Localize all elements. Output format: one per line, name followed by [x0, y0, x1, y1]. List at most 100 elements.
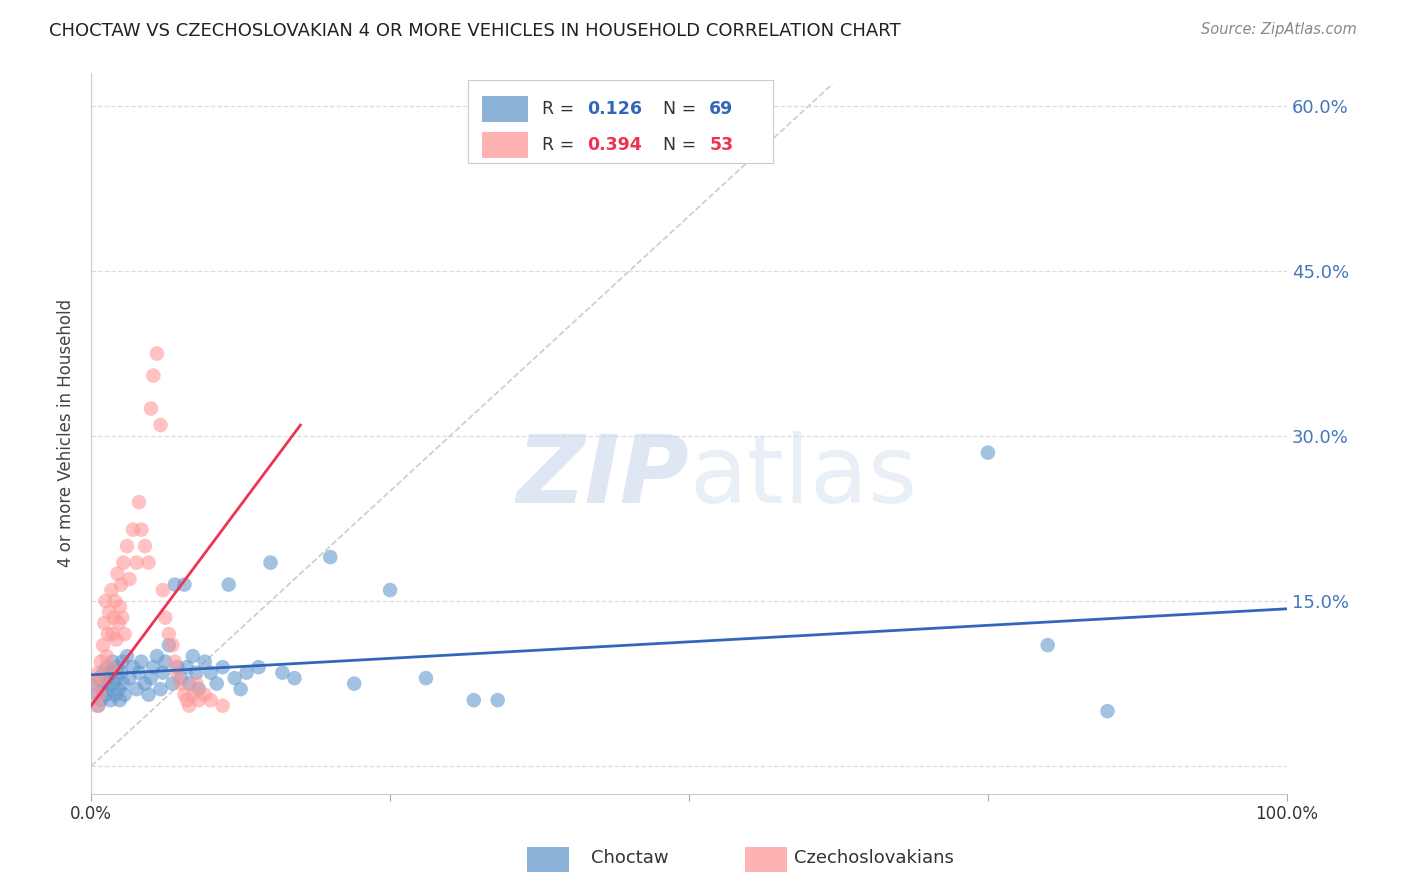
Point — [131, 655, 153, 669]
Point — [100, 665, 122, 680]
Text: 69: 69 — [709, 100, 734, 119]
Text: 0.394: 0.394 — [588, 136, 643, 153]
Point — [157, 627, 180, 641]
Point — [152, 665, 174, 680]
Point — [98, 660, 121, 674]
Y-axis label: 4 or more Vehicles in Household: 4 or more Vehicles in Household — [58, 299, 75, 567]
Point — [90, 693, 112, 707]
Point — [235, 665, 257, 680]
Point — [162, 638, 184, 652]
Point — [118, 671, 141, 685]
Point — [142, 660, 165, 674]
Point — [224, 671, 246, 685]
Point — [98, 682, 121, 697]
Point — [163, 577, 186, 591]
Point — [111, 655, 134, 669]
Point — [98, 605, 121, 619]
Point — [97, 627, 120, 641]
Point — [378, 583, 401, 598]
Point — [89, 688, 111, 702]
Point — [463, 693, 485, 707]
Point — [186, 665, 208, 680]
Text: atlas: atlas — [689, 431, 917, 523]
Point — [319, 550, 342, 565]
Point — [138, 688, 160, 702]
Point — [218, 577, 240, 591]
Point — [100, 583, 122, 598]
Point — [343, 676, 366, 690]
Point — [90, 655, 112, 669]
Point — [111, 610, 134, 624]
Point — [94, 594, 117, 608]
Text: Czechoslovakians: Czechoslovakians — [794, 849, 955, 867]
Point — [96, 660, 118, 674]
Point — [187, 693, 209, 707]
Point — [108, 599, 131, 614]
Point — [97, 671, 120, 685]
Point — [173, 577, 195, 591]
Point — [105, 632, 128, 647]
FancyBboxPatch shape — [468, 80, 773, 163]
Point — [112, 556, 135, 570]
Point — [104, 688, 127, 702]
Point — [173, 688, 195, 702]
Point — [91, 665, 114, 680]
Point — [205, 676, 228, 690]
Point — [104, 594, 127, 608]
Point — [114, 688, 136, 702]
Point — [139, 401, 162, 416]
Point — [107, 682, 129, 697]
Point — [181, 688, 204, 702]
Point — [142, 368, 165, 383]
Point — [128, 665, 150, 680]
Text: 53: 53 — [709, 136, 734, 153]
Point — [247, 660, 270, 674]
Point — [98, 693, 121, 707]
Text: N =: N = — [652, 136, 702, 153]
Point — [157, 638, 180, 652]
Point — [83, 676, 105, 690]
Point — [94, 688, 117, 702]
Point — [163, 655, 186, 669]
Point — [415, 671, 437, 685]
Point — [211, 660, 233, 674]
Point — [93, 616, 115, 631]
Point — [131, 523, 153, 537]
Point — [83, 676, 105, 690]
Point — [101, 627, 124, 641]
Text: N =: N = — [652, 100, 702, 119]
Point — [1097, 704, 1119, 718]
Point — [259, 556, 281, 570]
Point — [118, 572, 141, 586]
Point — [93, 676, 115, 690]
Point — [125, 556, 148, 570]
Point — [112, 676, 135, 690]
Point — [166, 660, 188, 674]
Point — [149, 682, 172, 697]
Point — [170, 671, 193, 685]
Point — [96, 649, 118, 664]
Point — [283, 671, 305, 685]
Point — [186, 676, 208, 690]
Point — [176, 660, 198, 674]
Point — [194, 688, 217, 702]
Point — [115, 649, 138, 664]
Point — [134, 676, 156, 690]
Point — [107, 660, 129, 674]
Point — [101, 655, 124, 669]
Point — [122, 660, 145, 674]
Point — [152, 583, 174, 598]
Point — [155, 655, 177, 669]
Point — [110, 665, 132, 680]
Point — [149, 418, 172, 433]
Point — [486, 693, 509, 707]
Point — [107, 616, 129, 631]
Point — [187, 682, 209, 697]
Text: R =: R = — [541, 100, 579, 119]
Point — [139, 671, 162, 685]
Point — [271, 665, 294, 680]
Point — [90, 682, 112, 697]
Point — [125, 682, 148, 697]
Point — [179, 698, 201, 713]
Point — [170, 676, 193, 690]
